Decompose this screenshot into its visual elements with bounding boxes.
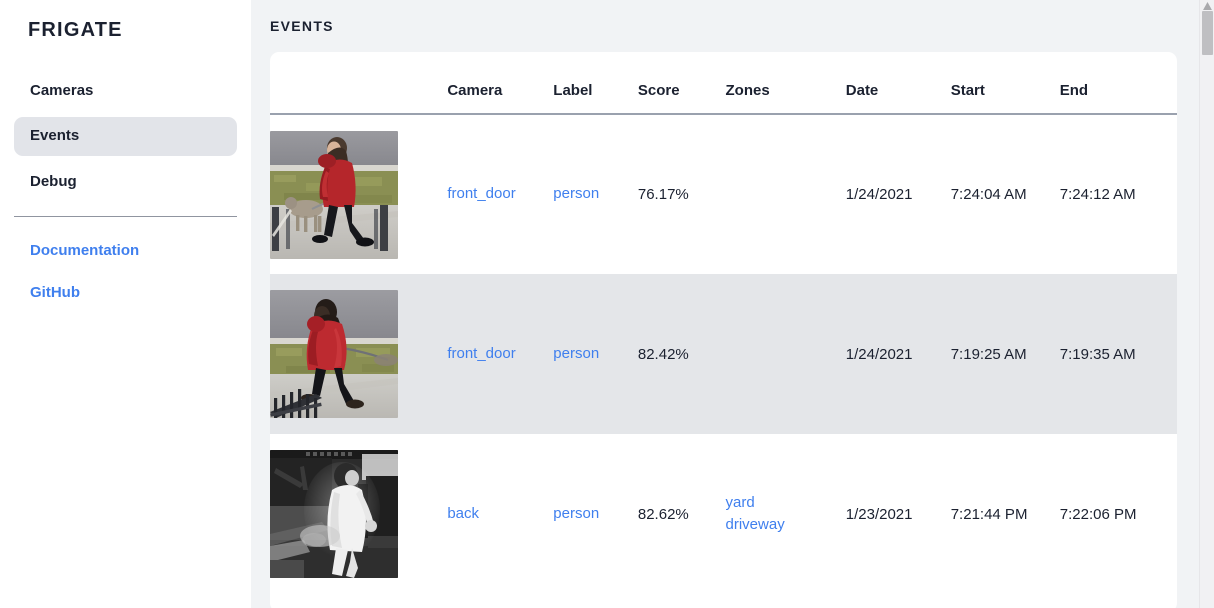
table-row: back person 82.62% yard driveway 1/23/20… xyxy=(270,434,1177,594)
event-label-cell: person xyxy=(553,274,638,434)
event-end-cell: 7:24:12 AM xyxy=(1059,186,1136,203)
sidebar-external-links: Documentation GitHub xyxy=(0,234,251,311)
column-header-thumbnail xyxy=(270,52,448,115)
events-table-head: Camera Label Score Zones Date Start End xyxy=(270,52,1177,115)
event-thumbnail-cell xyxy=(270,434,447,594)
event-label-cell: person xyxy=(553,434,638,594)
event-thumbnail-person-leash-day[interactable] xyxy=(270,290,398,418)
sidebar-nav: Cameras Events Debug xyxy=(0,72,251,201)
brand-title: FRIGATE xyxy=(28,19,123,41)
events-table: Camera Label Score Zones Date Start End xyxy=(270,52,1177,594)
table-row: front_door person 82.42% 1/24/2021 7:19:… xyxy=(270,274,1177,434)
event-start-cell: 7:19:25 AM xyxy=(950,345,1027,363)
event-end-cell: 7:22:06 PM xyxy=(1059,505,1137,523)
column-header-start: Start xyxy=(950,52,1060,115)
page-scrollbar[interactable] xyxy=(1199,0,1214,608)
main-content: EVENTS Camera Label Score Zones Date Sta… xyxy=(251,0,1214,608)
event-zones-cell: yard driveway xyxy=(726,434,846,594)
column-header-score: Score xyxy=(637,52,726,115)
events-card: Camera Label Score Zones Date Start End xyxy=(270,52,1177,608)
table-header-row: Camera Label Score Zones Date Start End xyxy=(270,52,1177,115)
sidebar-divider xyxy=(14,215,237,217)
event-date-cell: 1/24/2021 xyxy=(845,186,913,203)
event-camera-link[interactable]: front_door xyxy=(447,344,516,362)
event-thumbnail-person-dog-day[interactable] xyxy=(270,130,398,259)
event-thumbnail-person-infrared-night[interactable] xyxy=(270,450,398,578)
event-thumbnail-cell xyxy=(270,274,447,434)
event-start-cell: 7:21:44 PM xyxy=(950,505,1028,523)
event-label-cell: person xyxy=(553,114,638,274)
column-header-camera: Camera xyxy=(447,52,554,115)
event-thumbnail-cell xyxy=(270,114,447,274)
column-header-label: Label xyxy=(553,52,638,115)
event-label-link[interactable]: person xyxy=(553,504,600,522)
sidebar-link-documentation[interactable]: Documentation xyxy=(30,241,140,259)
event-label-link[interactable]: person xyxy=(553,185,600,203)
event-zones-cell xyxy=(726,274,846,434)
column-header-zones: Zones xyxy=(725,52,846,115)
page-title: EVENTS xyxy=(270,18,334,34)
table-row: front_door person 76.17% 1/24/2021 7:24:… xyxy=(270,114,1177,274)
event-start-cell: 7:24:04 AM xyxy=(950,186,1027,203)
event-score-cell: 82.42% xyxy=(637,345,689,363)
events-table-body: front_door person 76.17% 1/24/2021 7:24:… xyxy=(270,114,1177,594)
event-camera-cell: front_door xyxy=(447,114,553,274)
event-zone-link-yard[interactable]: yard xyxy=(725,493,755,511)
sidebar: FRIGATE Cameras Events Debug Documentati… xyxy=(0,0,251,608)
event-zones-cell xyxy=(726,114,846,274)
event-date-cell: 1/23/2021 xyxy=(845,505,913,523)
event-score-cell: 76.17% xyxy=(637,186,689,203)
event-camera-link[interactable]: back xyxy=(447,504,479,522)
scroll-up-arrow-icon[interactable] xyxy=(1203,2,1212,10)
event-score-cell: 82.62% xyxy=(637,505,689,523)
event-camera-link[interactable]: front_door xyxy=(447,185,516,203)
column-header-date: Date xyxy=(845,52,951,115)
sidebar-item-cameras[interactable]: Cameras xyxy=(30,82,94,99)
event-end-cell: 7:19:35 AM xyxy=(1059,345,1136,363)
event-zone-link-driveway[interactable]: driveway xyxy=(725,516,785,533)
event-camera-cell: back xyxy=(447,434,553,594)
sidebar-item-debug[interactable]: Debug xyxy=(30,172,77,190)
column-header-end: End xyxy=(1059,52,1177,115)
sidebar-link-github[interactable]: GitHub xyxy=(30,284,80,301)
event-date-cell: 1/24/2021 xyxy=(845,345,913,363)
scrollbar-thumb[interactable] xyxy=(1202,11,1213,55)
event-camera-cell: front_door xyxy=(447,274,553,434)
sidebar-item-events[interactable]: Events xyxy=(14,117,237,156)
event-label-link[interactable]: person xyxy=(553,344,600,362)
